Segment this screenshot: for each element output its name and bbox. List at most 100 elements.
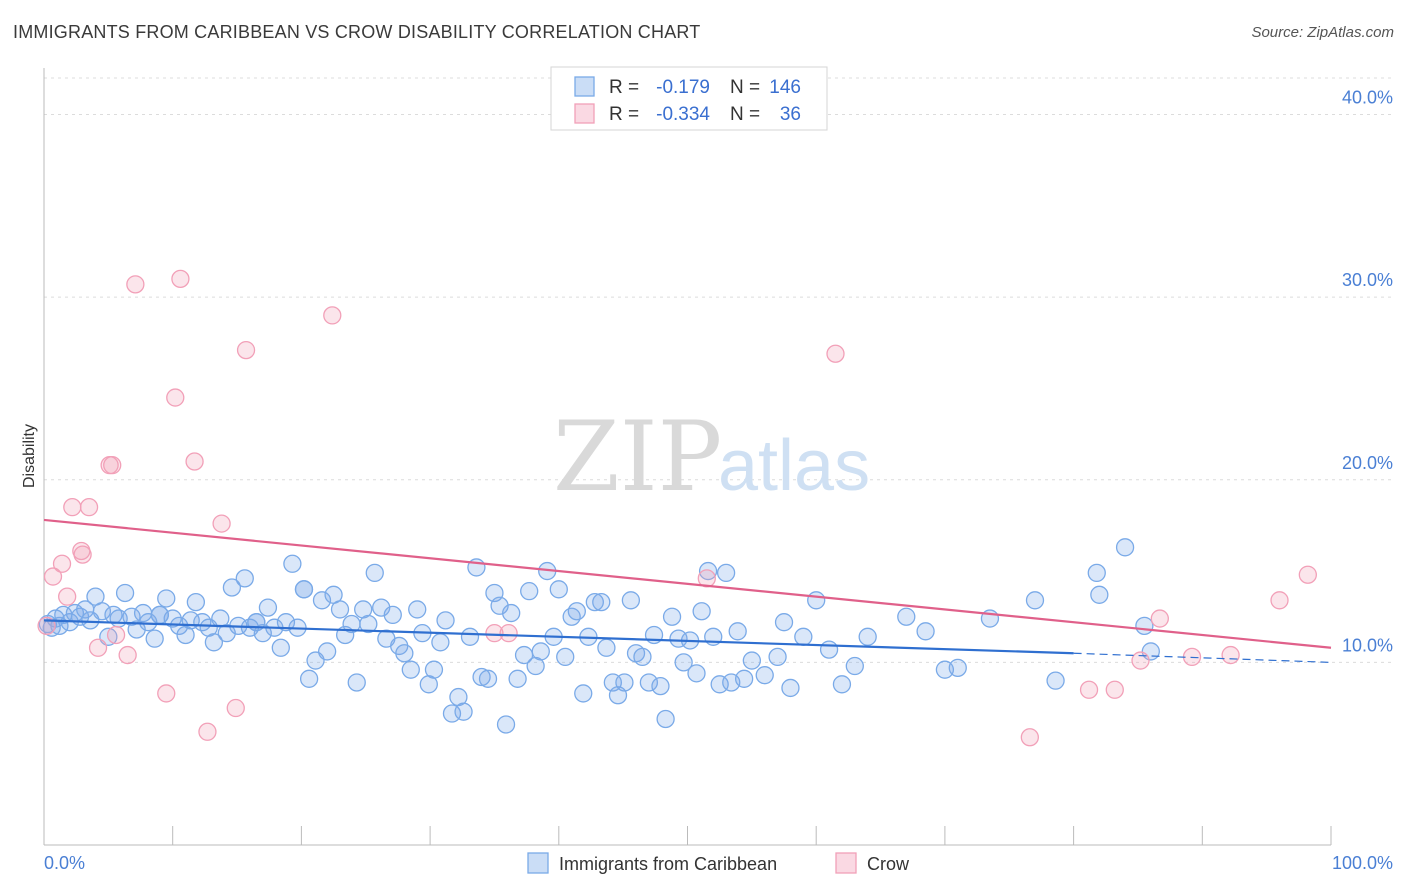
data-point (118, 645, 137, 665)
data-point (424, 660, 444, 679)
data-point (520, 582, 539, 601)
data-point (728, 622, 747, 641)
data-point (832, 675, 852, 694)
data-point (92, 602, 112, 621)
data-point (186, 592, 206, 612)
data-point (710, 675, 729, 694)
data-point (651, 676, 670, 696)
data-point (567, 602, 586, 621)
data-point (1090, 585, 1109, 604)
data-point (271, 638, 290, 657)
data-point (150, 605, 169, 625)
data-point (431, 633, 450, 652)
legend-swatch (527, 852, 549, 874)
data-point (669, 629, 688, 648)
data-point (472, 667, 491, 687)
data-point (496, 715, 516, 734)
data-point (1087, 563, 1106, 583)
data-point (574, 684, 593, 703)
data-point (734, 669, 754, 688)
data-point (508, 669, 527, 688)
legend-box (550, 66, 828, 131)
data-point (1270, 591, 1289, 610)
data-point (166, 388, 185, 407)
data-point (1079, 680, 1099, 699)
data-point (1115, 538, 1135, 557)
data-point (442, 704, 462, 723)
data-point (323, 306, 342, 325)
legend-r-label: R = (609, 77, 639, 98)
data-point (656, 709, 675, 729)
data-point (258, 598, 278, 617)
legend-n-label: N = (730, 104, 760, 125)
data-point (73, 545, 92, 564)
legend-n-value: 146 (769, 77, 801, 98)
data-point (58, 587, 77, 606)
y-tick-label: 30.0% (1342, 270, 1393, 290)
data-point (768, 647, 787, 667)
x-tick-label: 0.0% (44, 853, 85, 873)
data-point (1025, 591, 1045, 610)
data-point (897, 607, 916, 626)
data-point (819, 640, 839, 659)
data-point (1131, 651, 1150, 670)
data-point (716, 563, 736, 583)
data-point (662, 607, 682, 626)
data-point (312, 591, 332, 610)
data-point (585, 592, 604, 612)
data-point (226, 698, 245, 718)
data-point (502, 603, 521, 623)
axes (43, 68, 1332, 846)
watermark-zip: ZIP (553, 401, 722, 513)
data-point (633, 647, 652, 667)
data-point (157, 589, 176, 608)
data-point (485, 624, 504, 643)
data-point (185, 452, 204, 471)
trend-lines (43, 518, 1332, 663)
data-point (948, 658, 967, 678)
data-point (781, 678, 800, 698)
y-tick-label: 10.0% (1342, 635, 1393, 655)
data-point (794, 627, 813, 646)
data-point (436, 611, 455, 630)
data-point (478, 669, 498, 688)
data-point (845, 656, 864, 676)
legend-swatch (835, 852, 857, 874)
data-point (235, 569, 254, 588)
data-point (317, 642, 337, 661)
data-point (1046, 671, 1065, 690)
data-point (395, 644, 414, 663)
data-point (755, 666, 774, 685)
data-point (531, 642, 550, 661)
data-point (592, 592, 611, 612)
data-point (460, 627, 480, 646)
series-crow (37, 269, 1317, 747)
legend-r-label: R = (609, 104, 639, 125)
watermark-atlas: atlas (718, 426, 870, 506)
data-point (212, 514, 231, 533)
data-point (499, 624, 518, 643)
data-point (1221, 645, 1240, 665)
legend-label: Immigrants from Caribbean (559, 854, 777, 874)
data-point (171, 269, 190, 289)
data-point (283, 554, 302, 573)
data-point (222, 578, 242, 597)
data-point (365, 563, 384, 583)
data-point (145, 629, 164, 648)
legend-stats: R = -0.179 N = 146 R = -0.334 N = 36 (550, 66, 828, 131)
data-point (88, 638, 108, 657)
data-point (383, 605, 402, 625)
data-point (115, 583, 135, 603)
data-point (359, 614, 378, 634)
data-point (687, 664, 706, 683)
data-point (330, 600, 350, 619)
series-caribbean (38, 538, 1160, 734)
data-point (621, 591, 641, 610)
data-point (454, 702, 473, 721)
data-point (401, 660, 420, 679)
data-point (1150, 609, 1169, 628)
legend-n-value: 36 (780, 104, 801, 125)
data-point (1298, 565, 1317, 584)
data-point (204, 633, 224, 652)
data-point (556, 647, 575, 667)
